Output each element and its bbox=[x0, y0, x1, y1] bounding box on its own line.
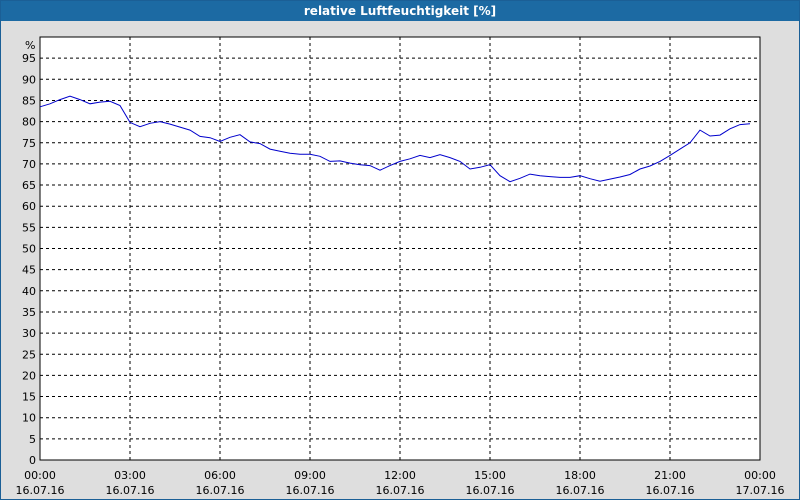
x-tick-date: 16.07.16 bbox=[646, 484, 695, 497]
chart-title: relative Luftfeuchtigkeit [%] bbox=[1, 1, 799, 21]
x-tick-time: 03:00 bbox=[114, 469, 146, 482]
x-tick-date: 16.07.16 bbox=[556, 484, 605, 497]
x-tick-time: 09:00 bbox=[294, 469, 326, 482]
y-tick-label: 80 bbox=[22, 116, 36, 129]
x-tick-date: 16.07.16 bbox=[196, 484, 245, 497]
x-axis: 00:00 16.07.16 03:00 16.07.16 06:00 16.07.16 0… bbox=[16, 469, 785, 497]
x-tick-time: 00:00 bbox=[744, 469, 776, 482]
grid bbox=[40, 37, 760, 460]
y-tick-label: 55 bbox=[22, 221, 36, 234]
y-tick-label: 5 bbox=[29, 433, 36, 446]
y-tick-label: 85 bbox=[22, 94, 36, 107]
y-tick-label: 70 bbox=[22, 158, 36, 171]
y-tick-label: 20 bbox=[22, 369, 36, 382]
x-tick-date: 16.07.16 bbox=[16, 484, 65, 497]
y-tick-label: 15 bbox=[22, 391, 36, 404]
y-tick-label: 25 bbox=[22, 348, 36, 361]
y-tick-label: 50 bbox=[22, 243, 36, 256]
y-tick-label: 35 bbox=[22, 306, 36, 319]
y-tick-label: 10 bbox=[22, 412, 36, 425]
y-axis-unit-label: % bbox=[25, 39, 35, 52]
x-tick-date: 16.07.16 bbox=[106, 484, 155, 497]
y-axis: 0 5 10 15 20 25 30 35 40 45 50 55 60 65 70 75 80 85 90 95 bbox=[22, 52, 36, 467]
x-tick-time: 18:00 bbox=[564, 469, 596, 482]
x-tick-time: 15:00 bbox=[474, 469, 506, 482]
y-tick-label: 60 bbox=[22, 200, 36, 213]
y-tick-label: 40 bbox=[22, 285, 36, 298]
y-tick-label: 95 bbox=[22, 52, 36, 65]
x-tick-time: 21:00 bbox=[654, 469, 686, 482]
y-tick-label: 45 bbox=[22, 264, 36, 277]
x-tick-date: 16.07.16 bbox=[286, 484, 335, 497]
x-tick-time: 12:00 bbox=[384, 469, 416, 482]
y-tick-label: 75 bbox=[22, 137, 36, 150]
x-tick-date: 17.07.16 bbox=[736, 484, 785, 497]
y-tick-label: 90 bbox=[22, 73, 36, 86]
x-tick-time: 00:00 bbox=[24, 469, 56, 482]
series-line bbox=[39, 95, 751, 183]
y-tick-label: 65 bbox=[22, 179, 36, 192]
y-tick-label: 0 bbox=[29, 454, 36, 467]
x-tick-time: 06:00 bbox=[204, 469, 236, 482]
x-tick-date: 16.07.16 bbox=[466, 484, 515, 497]
y-tick-label: 30 bbox=[22, 327, 36, 340]
x-tick-date: 16.07.16 bbox=[376, 484, 425, 497]
